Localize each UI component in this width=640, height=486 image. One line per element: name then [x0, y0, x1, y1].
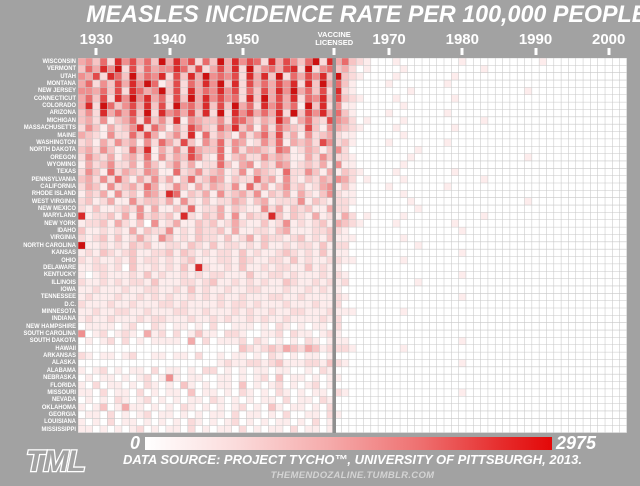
data-source-credit: DATA SOURCE: PROJECT TYCHO™, UNIVERSITY …: [123, 452, 582, 467]
chart-title: MEASLES INCIDENCE RATE PER 100,000 PEOPL…: [86, 1, 640, 28]
state-label: TENNESSEE: [40, 293, 76, 301]
year-tick-1990: [534, 48, 537, 55]
tml-logo: TML: [25, 444, 87, 480]
state-label: OHIO: [61, 256, 76, 264]
year-label-1980: 1980: [445, 31, 479, 48]
year-tick-1940: [168, 48, 171, 55]
state-label: MAINE: [57, 131, 76, 139]
state-label: WEST VIRGINIA: [31, 197, 76, 205]
state-label: IOWA: [60, 285, 76, 293]
state-label: SOUTH DAKOTA: [29, 337, 76, 345]
state-label: KENTUCKY: [43, 271, 76, 279]
year-label-1930: 1930: [79, 31, 113, 48]
state-label: NEVADA: [51, 396, 76, 404]
year-label-1990: 1990: [518, 31, 553, 48]
vaccine-licensed-line1: VACCINE: [317, 30, 351, 39]
state-label: NEW JERSEY: [38, 87, 76, 95]
state-label: OREGON: [50, 153, 76, 161]
state-label: INDIANA: [51, 315, 76, 323]
year-tick-1970: [387, 48, 391, 55]
year-label-1970: 1970: [372, 31, 406, 48]
state-label: CONNECTICUT: [33, 94, 76, 102]
year-tick-1980: [460, 48, 464, 55]
state-label: RHODE ISLAND: [31, 190, 76, 198]
state-label: UTAH: [60, 72, 76, 80]
state-label: IDAHO: [57, 227, 76, 235]
state-label: HAWAII: [55, 344, 76, 352]
state-label: NEW MEXICO: [38, 205, 76, 213]
state-label: WASHINGTON: [36, 138, 76, 146]
state-label: ARKANSAS: [43, 352, 76, 360]
state-label: VIRGINIA: [50, 234, 76, 242]
vaccine-licensed-label: VACCINE LICENSED: [315, 31, 353, 47]
year-label-1940: 1940: [152, 31, 187, 48]
vaccine-licensed-line2: LICENSED: [315, 38, 354, 47]
state-label: D.C.: [64, 300, 76, 308]
state-label: DELAWARE: [43, 263, 76, 271]
state-label: SOUTH CAROLINA: [23, 330, 77, 338]
state-label: VERMONT: [47, 65, 76, 73]
state-label: ARIZONA: [49, 109, 76, 117]
state-label: COLORADO: [42, 102, 76, 110]
state-label: WYOMING: [47, 160, 76, 168]
state-label: MISSOURI: [47, 388, 76, 396]
year-tick-2000: [607, 48, 611, 55]
state-label: NORTH CAROLINA: [23, 241, 76, 249]
legend-max-value: 2975: [556, 433, 597, 453]
year-label-2000: 2000: [592, 31, 626, 48]
state-label: MARYLAND: [43, 212, 76, 220]
state-label: ALASKA: [51, 359, 76, 367]
state-label: ALABAMA: [46, 366, 76, 374]
state-label: MONTANA: [46, 80, 76, 88]
year-tick-1950: [241, 48, 245, 55]
state-label: NORTH DAKOTA: [29, 146, 76, 154]
color-scale-bar: [145, 437, 552, 450]
state-label: MINNESOTA: [41, 308, 76, 315]
state-label: FLORIDA: [50, 381, 76, 389]
year-label-1950: 1950: [226, 31, 260, 48]
state-label: MICHIGAN: [46, 116, 76, 124]
state-label: CALIFORNIA: [40, 183, 76, 190]
vaccine-licensed-tick: [332, 48, 336, 55]
state-label: WISCONSIN: [42, 58, 76, 65]
state-label: OKLAHOMA: [41, 403, 76, 411]
state-label: KANSAS: [51, 249, 76, 257]
state-label: NEW HAMPSHIRE: [26, 322, 76, 330]
tml-logo-text: TML: [26, 445, 85, 478]
state-label: NEW YORK: [44, 219, 76, 227]
state-label: ILLINOIS: [51, 278, 76, 286]
legend-min-value: 0: [129, 433, 140, 453]
heatmap-canvas: [78, 58, 627, 433]
state-label: LOUISIANA: [44, 418, 76, 426]
state-label: PENNSYLVANIA: [31, 175, 76, 183]
state-label: MISSISSIPPI: [41, 425, 76, 433]
state-label: GEORGIA: [48, 410, 76, 418]
state-label: TEXAS: [56, 168, 76, 176]
state-label: NEBRASKA: [43, 374, 76, 382]
website-credit: THEMENDOZALINE.TUMBLR.COM: [270, 470, 435, 481]
year-tick-1930: [94, 48, 98, 55]
state-label: MASSACHUSETTS: [23, 124, 76, 132]
